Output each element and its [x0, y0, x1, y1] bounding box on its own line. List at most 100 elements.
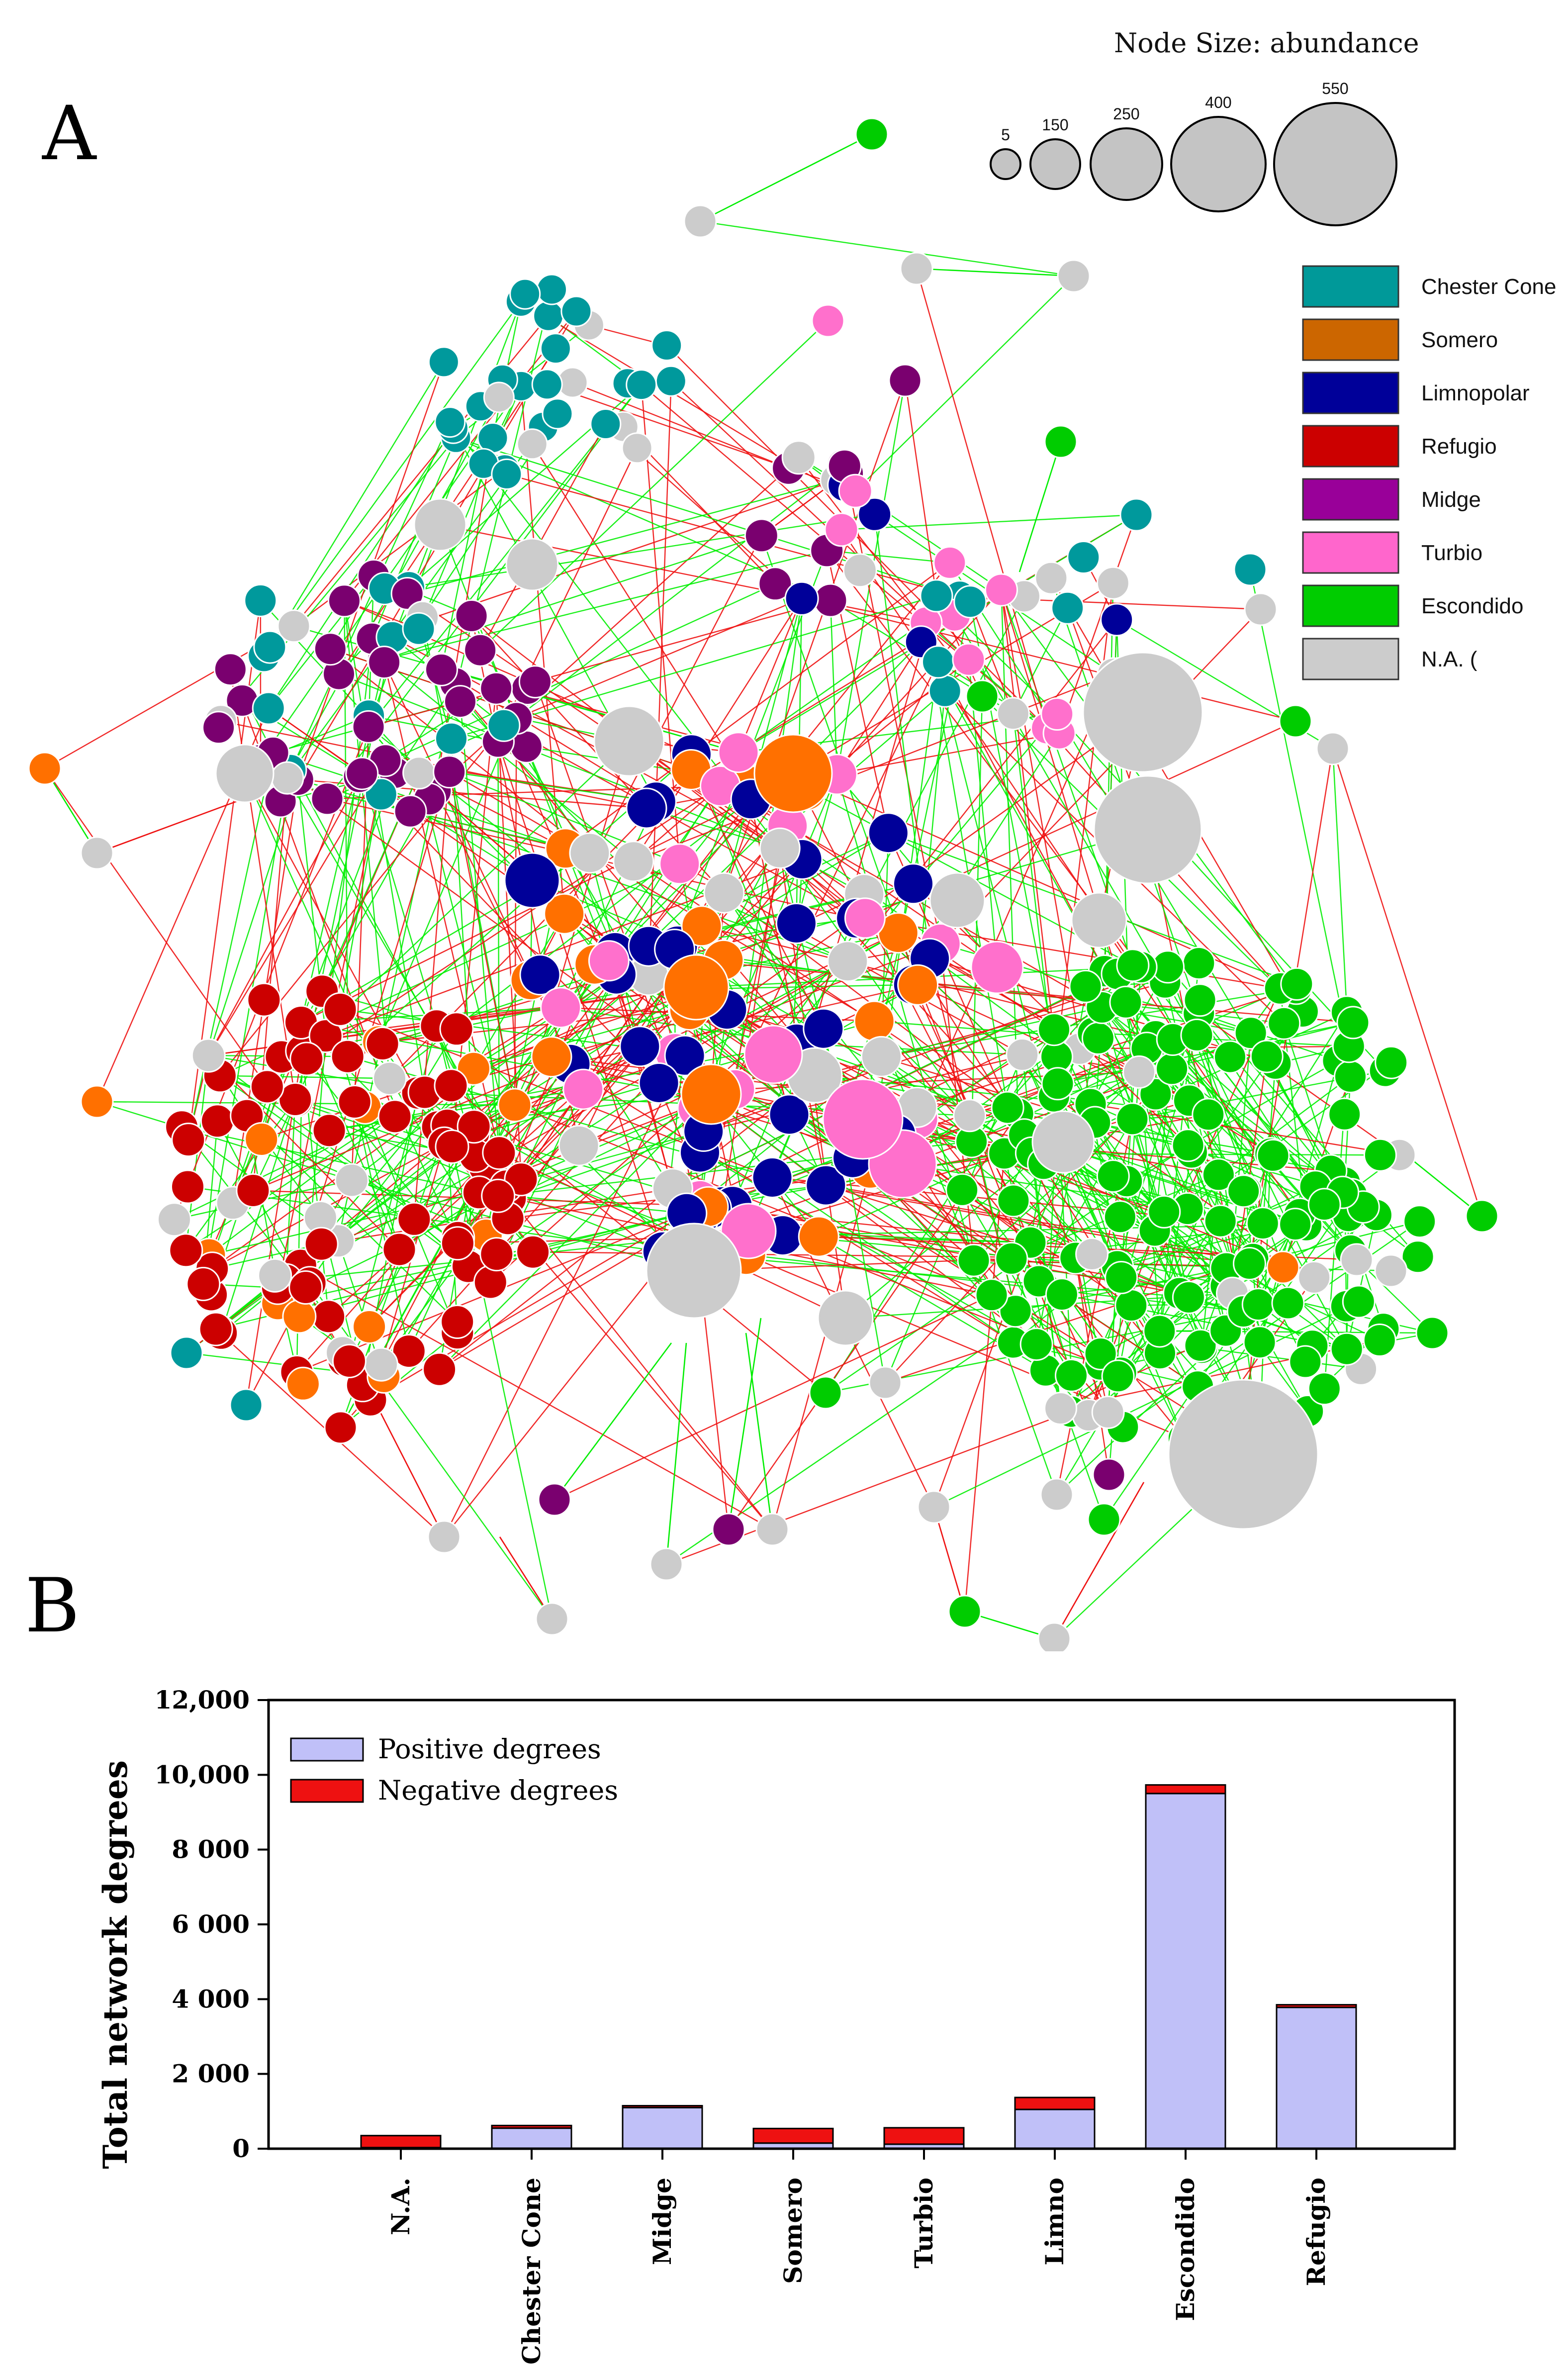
- size-legend-label: 400: [1205, 94, 1231, 111]
- positive-edge: [830, 600, 838, 774]
- refugio-node: [304, 1227, 339, 1261]
- color-legend-swatch: [1302, 372, 1399, 414]
- positive-edge: [711, 1094, 1118, 1377]
- somero-node: [663, 954, 730, 1021]
- negative-edge: [516, 598, 802, 719]
- negative-edge: [964, 1153, 1005, 1612]
- refugio-node: [171, 1123, 206, 1157]
- escondido-node: [855, 117, 889, 151]
- positive-edge: [968, 660, 998, 968]
- negative-edge: [300, 1265, 773, 1530]
- escondido-node: [1243, 1326, 1277, 1359]
- refugio-node: [312, 1113, 347, 1148]
- negative-edge: [916, 268, 1048, 729]
- positive-edge: [383, 550, 827, 661]
- midge-node: [345, 757, 379, 790]
- na-node: [842, 553, 877, 588]
- escondido-node: [1280, 967, 1314, 1001]
- positive-edge: [954, 615, 1058, 715]
- negative-edge: [572, 381, 789, 469]
- color-legend: Chester Cone Somero Limnopolar Refugio Midge…: [1302, 265, 1556, 680]
- escondido-node: [1363, 1324, 1396, 1357]
- network-panel: A Node Size: abundance 5 150 250 400 550 Che…: [28, 27, 1556, 1651]
- somero-node: [80, 1085, 114, 1119]
- positive-edge: [371, 437, 457, 639]
- positive-edge: [301, 741, 630, 1051]
- midge-node: [393, 794, 427, 828]
- somero-node: [680, 1063, 742, 1125]
- panel-a-letter: A: [42, 91, 97, 177]
- negative-edge: [629, 741, 857, 919]
- bar-positive: [1014, 2108, 1096, 2150]
- escondido-node: [999, 1294, 1032, 1328]
- bar-positive: [491, 2127, 572, 2150]
- size-legend-circle: [1090, 127, 1163, 201]
- negative-edge: [300, 771, 450, 1266]
- na-node: [215, 744, 275, 803]
- na-node: [703, 872, 745, 914]
- escondido-node: [1227, 1174, 1261, 1208]
- negative-edge: [772, 1177, 1284, 1268]
- limnopolar-node: [626, 787, 667, 829]
- bar-negative: [883, 2127, 965, 2145]
- chester-cone-node: [253, 630, 287, 664]
- escondido-node: [1114, 1289, 1148, 1323]
- legend-positive-label: Positive degrees: [378, 1733, 601, 1765]
- size-legend-label: 550: [1322, 80, 1348, 97]
- midge-node: [1092, 1458, 1126, 1492]
- midge-node: [744, 518, 779, 553]
- positive-edge: [516, 465, 844, 719]
- limnopolar-node: [751, 1157, 793, 1198]
- refugio-node: [435, 1129, 469, 1164]
- escondido-node: [1241, 1288, 1275, 1322]
- negative-edge: [888, 833, 1076, 1258]
- refugio-node: [289, 1042, 324, 1076]
- y-tick-label: 4 000: [172, 1984, 250, 2013]
- chester-cone-node: [1067, 541, 1101, 574]
- positive-edge: [510, 1108, 698, 1199]
- x-tick-label: Limno: [1040, 2178, 1069, 2266]
- negative-edge: [208, 773, 363, 1056]
- midge-node: [888, 364, 922, 397]
- positive-edge: [244, 773, 469, 1267]
- positive-edge: [286, 422, 451, 778]
- bar-negative: [360, 2135, 442, 2149]
- midge-node: [712, 1513, 745, 1546]
- bar-negative: [1276, 2004, 1357, 2008]
- escondido-node: [1256, 1139, 1290, 1172]
- positive-edge: [407, 479, 837, 594]
- negative-edge: [940, 944, 975, 1261]
- escondido-node: [1044, 425, 1078, 459]
- negative-edge: [230, 669, 296, 1100]
- turbio-node: [1040, 697, 1074, 731]
- positive-edge: [269, 301, 522, 648]
- refugio-node: [332, 1344, 367, 1378]
- refugio-node: [434, 1068, 468, 1103]
- chester-cone-node: [1119, 498, 1153, 532]
- positive-edge: [1332, 748, 1348, 1012]
- positive-edge: [209, 1192, 479, 1256]
- na-node: [1374, 1254, 1408, 1288]
- positive-edge: [362, 583, 776, 774]
- chester-cone-node: [655, 365, 687, 397]
- na-node: [827, 941, 869, 982]
- escondido-node: [957, 1243, 991, 1277]
- plot-frame: [267, 1699, 1456, 2150]
- chester-cone-node: [364, 777, 398, 811]
- chester-cone-node: [536, 274, 567, 305]
- na-node: [1075, 1237, 1109, 1271]
- x-tick-label: Chester Cone: [517, 2178, 546, 2365]
- color-legend-label: Turbio: [1421, 541, 1482, 565]
- escondido-node: [1143, 1314, 1177, 1348]
- refugio-node: [200, 1104, 235, 1139]
- y-axis-label: Total network degrees: [96, 1760, 135, 2169]
- escondido-node: [1415, 1316, 1449, 1350]
- escondido-node: [1172, 1280, 1205, 1314]
- limnopolar-node: [867, 812, 909, 854]
- escondido-node: [1271, 1286, 1305, 1320]
- midge-node: [479, 671, 513, 705]
- na-node: [953, 1099, 987, 1133]
- na-node: [364, 1347, 398, 1382]
- positive-edge: [728, 1318, 762, 1530]
- na-node: [917, 1490, 951, 1524]
